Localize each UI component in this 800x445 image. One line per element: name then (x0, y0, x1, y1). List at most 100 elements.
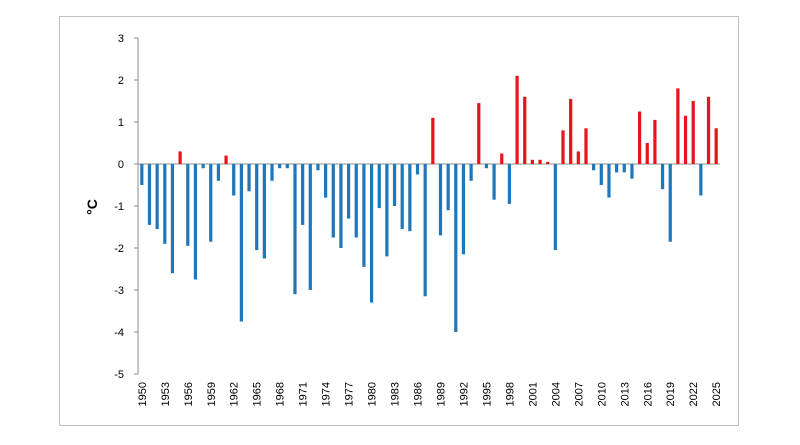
bar-2014 (630, 164, 634, 179)
bar-1987 (423, 164, 427, 297)
x-tick-label: 1992 (458, 382, 470, 406)
bar-2011 (607, 164, 611, 198)
bar-1985 (408, 164, 412, 232)
x-tick-label: 1983 (390, 382, 402, 406)
x-tick-label: 1965 (252, 382, 264, 406)
y-tick-label: 3 (118, 33, 124, 45)
bar-1967 (270, 164, 274, 181)
x-tick-label: 1956 (183, 382, 195, 406)
bar-1991 (454, 164, 458, 332)
bar-1996 (492, 164, 496, 200)
bar-1998 (507, 164, 512, 204)
y-tick-label: 2 (118, 75, 124, 87)
bar-1970 (293, 164, 297, 295)
x-tick-label: 2001 (527, 382, 539, 406)
bar-1954 (170, 164, 175, 274)
bar-1999 (515, 75, 519, 164)
bar-1950 (140, 164, 144, 185)
bar-1976 (339, 164, 343, 248)
bar-2009 (592, 164, 596, 171)
bar-1994 (477, 103, 481, 164)
bar-1952 (155, 164, 159, 230)
x-tick-label: 1995 (481, 382, 493, 406)
x-tick-label: 2007 (573, 382, 585, 406)
x-tick-label: 1959 (206, 382, 218, 406)
bar-1984 (400, 164, 404, 230)
x-tick-label: 2013 (619, 382, 631, 406)
x-tick-label: 1968 (275, 382, 287, 406)
bar-1982 (385, 164, 389, 257)
bar-1961 (224, 155, 228, 164)
bar-1951 (147, 164, 152, 225)
bar-1986 (415, 164, 420, 175)
bar-2007 (576, 151, 580, 164)
bar-2001 (530, 159, 534, 164)
bar-2000 (523, 96, 527, 164)
x-tick-label: 1962 (229, 382, 241, 406)
bar-1971 (301, 164, 305, 225)
bar-1969 (285, 164, 289, 169)
x-tick-label: 2019 (665, 382, 677, 406)
bar-1966 (262, 164, 266, 259)
bar-1972 (308, 164, 312, 290)
x-tick-label: 1974 (321, 382, 333, 406)
bar-1975 (331, 164, 335, 238)
bar-2015 (637, 111, 642, 164)
bar-2010 (599, 164, 603, 185)
bar-1956 (186, 164, 190, 246)
bar-2013 (622, 164, 626, 173)
bar-1973 (316, 164, 320, 171)
x-tick-label: 1980 (367, 382, 379, 406)
x-tick-label: 2010 (596, 382, 608, 406)
bar-2018 (660, 164, 665, 190)
y-tick-label: 1 (118, 117, 124, 129)
bar-1963 (239, 164, 243, 322)
bar-2008 (584, 128, 588, 164)
x-tick-label: 2025 (711, 382, 723, 406)
bar-2017 (653, 119, 657, 164)
x-tick-label: 2004 (550, 382, 562, 406)
bar-1978 (354, 164, 358, 238)
chart-frame (59, 16, 739, 426)
y-tick-label: 0 (118, 159, 124, 171)
bar-2023 (699, 164, 703, 196)
x-tick-label: 1950 (137, 382, 149, 406)
y-tick-label: -5 (114, 369, 124, 381)
bar-2002 (538, 159, 542, 164)
y-tick-label: -4 (114, 327, 124, 339)
bar-2012 (615, 164, 619, 173)
bar-1955 (178, 151, 182, 164)
bar-2006 (569, 98, 573, 164)
bar-1990 (446, 164, 450, 211)
bar-1981 (377, 164, 381, 209)
y-tick-label: -2 (114, 243, 124, 255)
y-tick-label: -1 (114, 201, 124, 213)
bar-1962 (232, 164, 236, 196)
bar-2004 (553, 164, 557, 251)
bar-2020 (676, 88, 680, 164)
bar-2016 (645, 143, 649, 164)
bar-1953 (163, 164, 167, 244)
bar-2025 (714, 128, 718, 164)
bar-2003 (546, 161, 550, 164)
x-tick-label: 1971 (298, 382, 310, 406)
bar-2024 (706, 96, 711, 164)
x-tick-label: 1989 (435, 382, 447, 406)
x-tick-label: 1953 (160, 382, 172, 406)
bar-1993 (469, 164, 473, 181)
bar-1968 (278, 164, 282, 169)
bar-1965 (255, 164, 259, 251)
bar-1983 (392, 164, 397, 206)
bar-1959 (209, 164, 213, 242)
bar-1995 (484, 164, 489, 169)
bar-1964 (247, 164, 251, 192)
x-tick-label: 1998 (504, 382, 516, 406)
bar-1989 (438, 164, 443, 236)
bar-1957 (193, 164, 198, 280)
bar-1974 (324, 164, 328, 198)
bar-1977 (346, 164, 351, 219)
bar-2022 (691, 101, 695, 164)
bar-1992 (461, 164, 466, 255)
bar-1988 (431, 117, 435, 164)
